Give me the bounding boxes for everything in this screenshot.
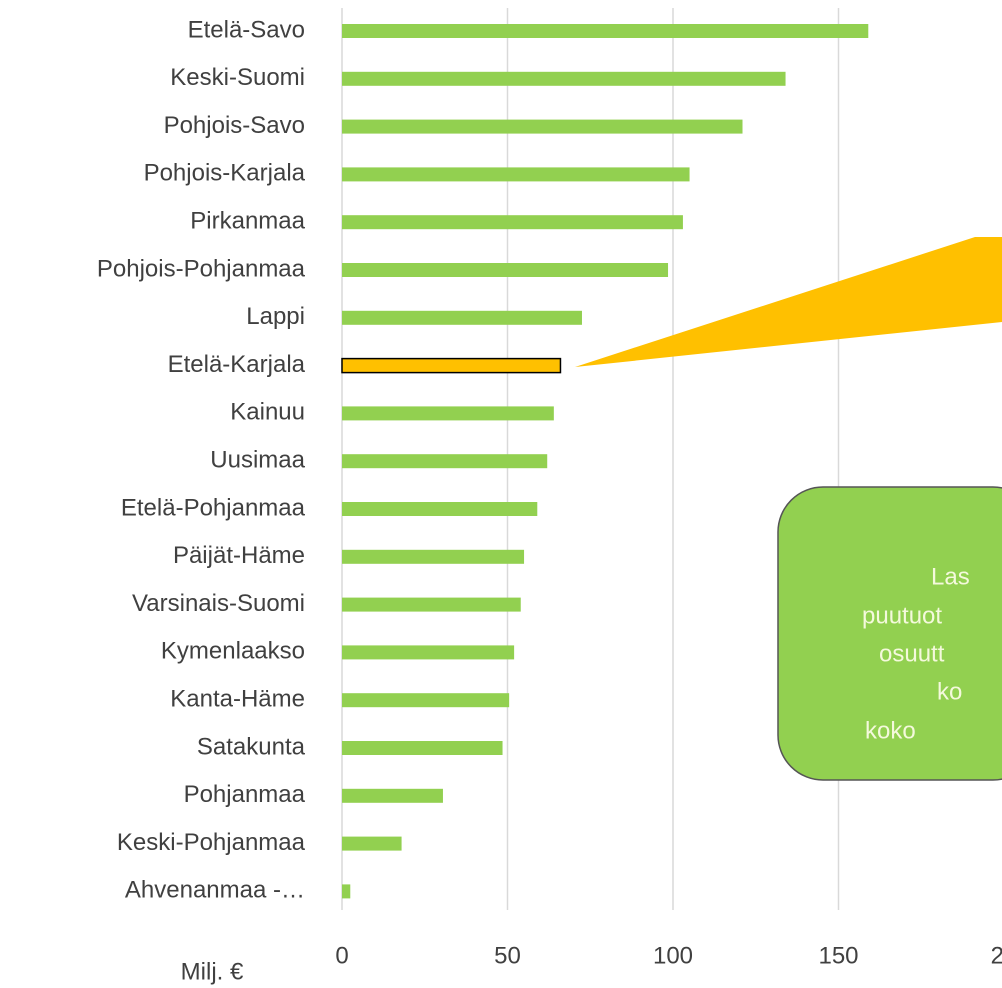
bar [342,71,786,86]
bar [342,406,554,421]
bar [342,693,510,708]
callout-pointer [575,237,1002,367]
y-tick-label: Päijät-Häme [173,542,305,569]
y-tick-label: Kymenlaakso [161,638,305,665]
y-tick-label: Pohjois-Karjala [144,160,306,187]
callout-text: puutuot [862,602,942,629]
bar [342,788,443,803]
x-tick-label: 100 [653,942,693,969]
bar [342,215,683,230]
bar [342,884,351,899]
y-tick-label: Etelä-Savo [188,16,305,43]
callout-box [777,486,1002,781]
y-tick-label: Varsinais-Suomi [132,590,305,617]
y-tick-label: Ahvenanmaa -… [125,877,305,904]
callout-text: koko [865,717,916,744]
bar [342,454,548,469]
y-tick-label: Pohjanmaa [184,781,306,808]
y-tick-label: Uusimaa [210,447,305,474]
y-tick-label: Etelä-Pohjanmaa [121,494,306,521]
bar [342,263,669,277]
bar [342,836,402,851]
bar [342,645,515,660]
y-tick-label: Keski-Pohjanmaa [117,829,306,856]
y-tick-label: Lappi [246,303,305,330]
callout-text: osuutt [879,640,945,667]
x-axis-label: Milj. € [181,958,244,985]
x-tick-label: 50 [494,942,521,969]
x-tick-label: 20 [991,942,1002,969]
y-tick-label: Kainuu [230,399,305,426]
x-tick-label: 0 [335,942,348,969]
y-tick-label: Etelä-Karjala [168,351,306,378]
bar [342,167,690,182]
x-tick-label: 150 [818,942,858,969]
y-tick-label: Pohjois-Pohjanmaa [97,255,306,282]
y-tick-label: Pirkanmaa [190,208,305,235]
bar [342,310,582,325]
y-tick-label: Pohjois-Savo [164,112,305,139]
y-tick-label: Keski-Suomi [170,64,305,91]
callout-text: ko [937,678,962,705]
bar [341,357,562,374]
y-tick-label: Satakunta [197,733,306,760]
bar [342,597,521,612]
bar [342,24,869,38]
callout-text: Las [931,563,970,590]
bar [342,549,525,564]
y-tick-label: Kanta-Häme [170,686,305,713]
bar [342,502,538,516]
bar [342,741,503,755]
bar [342,119,743,134]
